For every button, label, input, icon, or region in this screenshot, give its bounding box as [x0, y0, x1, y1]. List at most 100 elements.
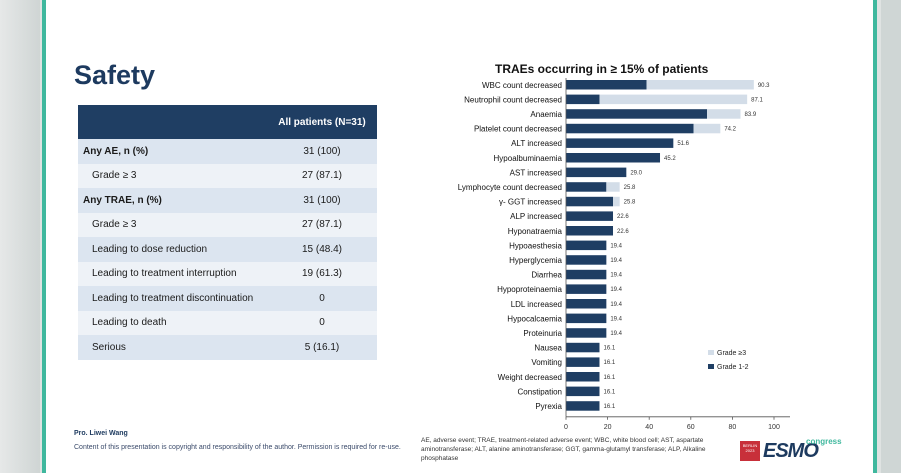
- category-label: Platelet count decreased: [474, 125, 562, 134]
- bar-value-label: 51.6: [677, 141, 689, 147]
- window-frame-right: [881, 0, 901, 473]
- row-label: Any AE, n (%): [78, 139, 267, 164]
- esmo-wordmark: ESMO: [763, 440, 819, 462]
- bar-grade-1-2: [566, 386, 600, 397]
- bar-grade-1-2: [566, 109, 708, 119]
- bar-grade-1-2: [566, 357, 600, 367]
- bar-grade-1-2: [566, 94, 600, 105]
- bar-grade-1-2: [566, 255, 607, 265]
- berlin-badge: BERLIN 2023: [740, 441, 760, 461]
- category-label: WBC count decreased: [482, 81, 562, 90]
- traes-bar-chart: WBC count decreased 90.3 Neutrophil count …: [458, 78, 790, 431]
- bar-value-label: 83.9: [745, 112, 757, 118]
- table-row: Leading to treatment discontinuation 0: [78, 286, 377, 311]
- bar-value-label: 19.4: [610, 243, 622, 249]
- bar-grade-1-2: [566, 401, 600, 411]
- bar-value-label: 25.8: [624, 200, 636, 206]
- category-label: Pyrexia: [535, 402, 562, 411]
- category-label: Proteinuria: [523, 329, 562, 338]
- category-label: Nausea: [534, 344, 562, 353]
- row-value: 31 (100): [267, 139, 377, 164]
- bar-value-label: 19.4: [610, 316, 622, 322]
- bar-value-label: 16.1: [603, 375, 615, 381]
- row-label: Grade ≥ 3: [78, 212, 267, 237]
- bar-grade-1-2: [566, 138, 674, 148]
- bar-grade-1-2: [566, 226, 614, 236]
- bar-value-label: 16.1: [603, 346, 615, 352]
- category-label: Hypocalcaemia: [507, 314, 562, 323]
- bar-grade-1-2: [566, 284, 607, 294]
- bar-grade-3-plus: [707, 109, 741, 119]
- author-name: Pro. Liwei Wang: [74, 430, 128, 437]
- category-label: Neutrophil count decreased: [464, 95, 562, 104]
- category-label: Hypoaesthesia: [509, 241, 562, 250]
- bar-grade-1-2: [566, 342, 600, 353]
- row-value: 31 (100): [267, 188, 377, 213]
- x-tick-label: 100: [768, 424, 780, 431]
- category-label: ALT increased: [511, 139, 562, 148]
- bar-value-label: 19.4: [610, 331, 622, 337]
- bar-grade-1-2: [566, 153, 661, 163]
- category-label: Constipation: [518, 387, 562, 396]
- category-label: Hyponatraemia: [508, 227, 563, 236]
- x-tick-label: 80: [729, 424, 737, 431]
- bar-value-label: 19.4: [610, 273, 622, 279]
- row-value: 5 (16.1): [267, 335, 377, 360]
- table-header-row: All patients (N=31): [78, 105, 377, 139]
- legend-swatch: [708, 364, 714, 369]
- bar-value-label: 16.1: [603, 360, 615, 366]
- table-row: Grade ≥ 3 27 (87.1): [78, 163, 377, 188]
- bar-value-label: 16.1: [603, 404, 615, 410]
- bar-grade-1-2: [566, 196, 614, 207]
- row-label: Any TRAE, n (%): [78, 188, 267, 213]
- category-label: Anaemia: [530, 110, 562, 119]
- bar-value-label: 19.4: [610, 287, 622, 293]
- bar-value-label: 74.2: [724, 127, 736, 133]
- category-label: ALP increased: [510, 212, 562, 221]
- category-label: γ- GGT increased: [499, 198, 562, 207]
- bar-value-label: 87.1: [751, 97, 763, 103]
- bar-grade-3-plus: [606, 182, 620, 192]
- bar-grade-1-2: [566, 328, 607, 338]
- bar-value-label: 16.1: [603, 389, 615, 395]
- congress-wordmark: congress: [806, 437, 842, 446]
- bar-value-label: 22.6: [617, 214, 629, 220]
- row-value: 0: [267, 310, 377, 335]
- table-row: Grade ≥ 3 27 (87.1): [78, 212, 377, 237]
- category-label: LDL increased: [511, 300, 562, 309]
- bar-grade-1-2: [566, 269, 607, 280]
- row-value: 27 (87.1): [267, 212, 377, 237]
- bar-grade-1-2: [566, 167, 627, 178]
- row-label: Grade ≥ 3: [78, 163, 267, 188]
- category-label: AST increased: [510, 168, 562, 177]
- table-row: Serious 5 (16.1): [78, 335, 377, 360]
- table-row: Leading to dose reduction 15 (48.4): [78, 237, 377, 262]
- bar-value-label: 45.2: [664, 156, 676, 162]
- copyright-notice: Content of this presentation is copyrigh…: [74, 444, 401, 451]
- bar-grade-3-plus: [599, 94, 748, 105]
- bar-grade-3-plus: [613, 196, 620, 207]
- bar-value-label: 25.8: [624, 185, 636, 191]
- esmo-congress-logo: BERLIN 2023 ESMO congress: [740, 437, 842, 467]
- window-frame-left: [0, 0, 40, 473]
- bar-grade-3-plus: [646, 80, 754, 90]
- category-label: Hypoproteinaemia: [497, 285, 562, 294]
- row-value: 27 (87.1): [267, 163, 377, 188]
- x-tick-label: 60: [687, 424, 695, 431]
- row-label: Leading to dose reduction: [78, 237, 267, 262]
- row-value: 15 (48.4): [267, 237, 377, 262]
- category-label: Lymphocyte count decreased: [458, 183, 562, 192]
- bar-grade-1-2: [566, 211, 614, 221]
- category-label: Hypoalbuminaemia: [494, 154, 563, 163]
- row-label: Leading to treatment interruption: [78, 261, 267, 286]
- table-row: Leading to treatment interruption 19 (61…: [78, 261, 377, 286]
- bar-grade-1-2: [566, 123, 694, 134]
- x-tick-label: 20: [604, 424, 612, 431]
- row-value: 19 (61.3): [267, 261, 377, 286]
- legend-label: Grade 1-2: [717, 364, 749, 371]
- category-label: Diarrhea: [531, 271, 562, 280]
- slide-title: Safety: [74, 60, 156, 90]
- table-header-empty: [78, 105, 267, 139]
- table-row: Any TRAE, n (%) 31 (100): [78, 188, 377, 213]
- row-value: 0: [267, 286, 377, 311]
